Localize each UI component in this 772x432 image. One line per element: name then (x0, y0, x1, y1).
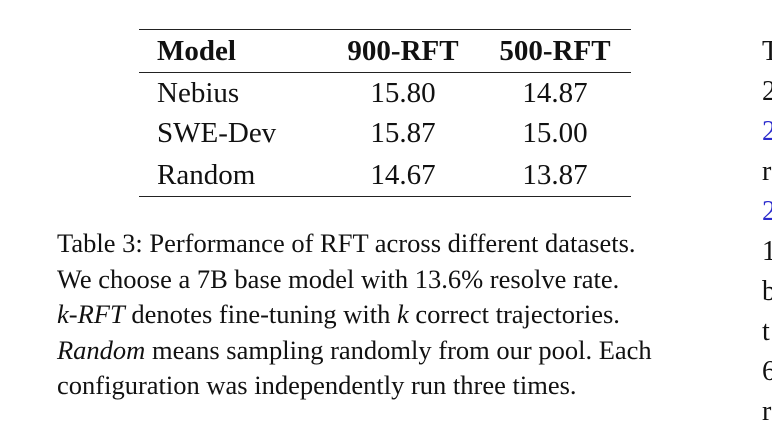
cell-500-rft: 13.87 (479, 153, 631, 197)
clipped-char: 2 (762, 76, 772, 107)
caption-random-term: Random (57, 334, 146, 365)
clipped-char: 1 (762, 236, 772, 267)
clipped-link-char[interactable]: 2 (762, 196, 772, 227)
table-row: Random 14.67 13.87 (139, 153, 631, 197)
adjacent-column-clipped-text: T 2 2 r 2 1 b t 6 r (762, 32, 772, 432)
table-row: Nebius 15.80 14.87 (139, 73, 631, 114)
caption-line: Table 3: Performance of RFT across diffe… (57, 228, 636, 258)
clipped-char: T (762, 36, 772, 67)
cell-model: Random (139, 153, 327, 197)
table-header-row: Model 900-RFT 500-RFT (139, 29, 631, 73)
cell-900-rft: 15.80 (370, 77, 436, 109)
caption-k-variable: k (397, 299, 409, 329)
caption-line: Random means sampling randomly from our … (57, 333, 727, 369)
caption-text: denotes fine-tuning with (124, 299, 398, 329)
clipped-link-char[interactable]: 2 (762, 116, 772, 147)
clipped-char: 6 (762, 356, 772, 387)
cell-900-rft: 15.87 (370, 117, 436, 149)
caption-text: means sampling randomly from our pool. E… (145, 334, 652, 365)
header-500-rft: 500-RFT (479, 29, 631, 73)
header-900-rft: 900-RFT (327, 29, 479, 73)
caption-text: correct trajectories. (408, 299, 620, 329)
cell-900-rft: 14.67 (327, 153, 479, 197)
caption-line: configuration was independently run thre… (57, 370, 577, 400)
caption-line: k-RFT denotes fine-tuning with k correct… (57, 297, 727, 333)
clipped-char: r (762, 156, 772, 187)
table-row: SWE-Dev 15.87 15.00 (139, 113, 631, 153)
caption-k-rft-term: k-RFT (57, 299, 125, 329)
caption-line: We choose a 7B base model with 13.6% res… (57, 263, 620, 294)
cell-model: Nebius (157, 77, 240, 109)
header-model: Model (139, 29, 327, 73)
clipped-char: b (762, 276, 772, 307)
table-caption: Table 3: Performance of RFT across diffe… (57, 226, 727, 404)
cell-model: SWE-Dev (157, 117, 277, 149)
results-table: Model 900-RFT 500-RFT Nebius 15.80 14.87… (139, 29, 631, 197)
cell-500-rft: 14.87 (522, 77, 588, 109)
cell-500-rft: 15.00 (522, 117, 588, 149)
clipped-char: r (762, 396, 772, 427)
results-table-container: Model 900-RFT 500-RFT Nebius 15.80 14.87… (139, 29, 631, 197)
clipped-char: t (762, 316, 770, 347)
